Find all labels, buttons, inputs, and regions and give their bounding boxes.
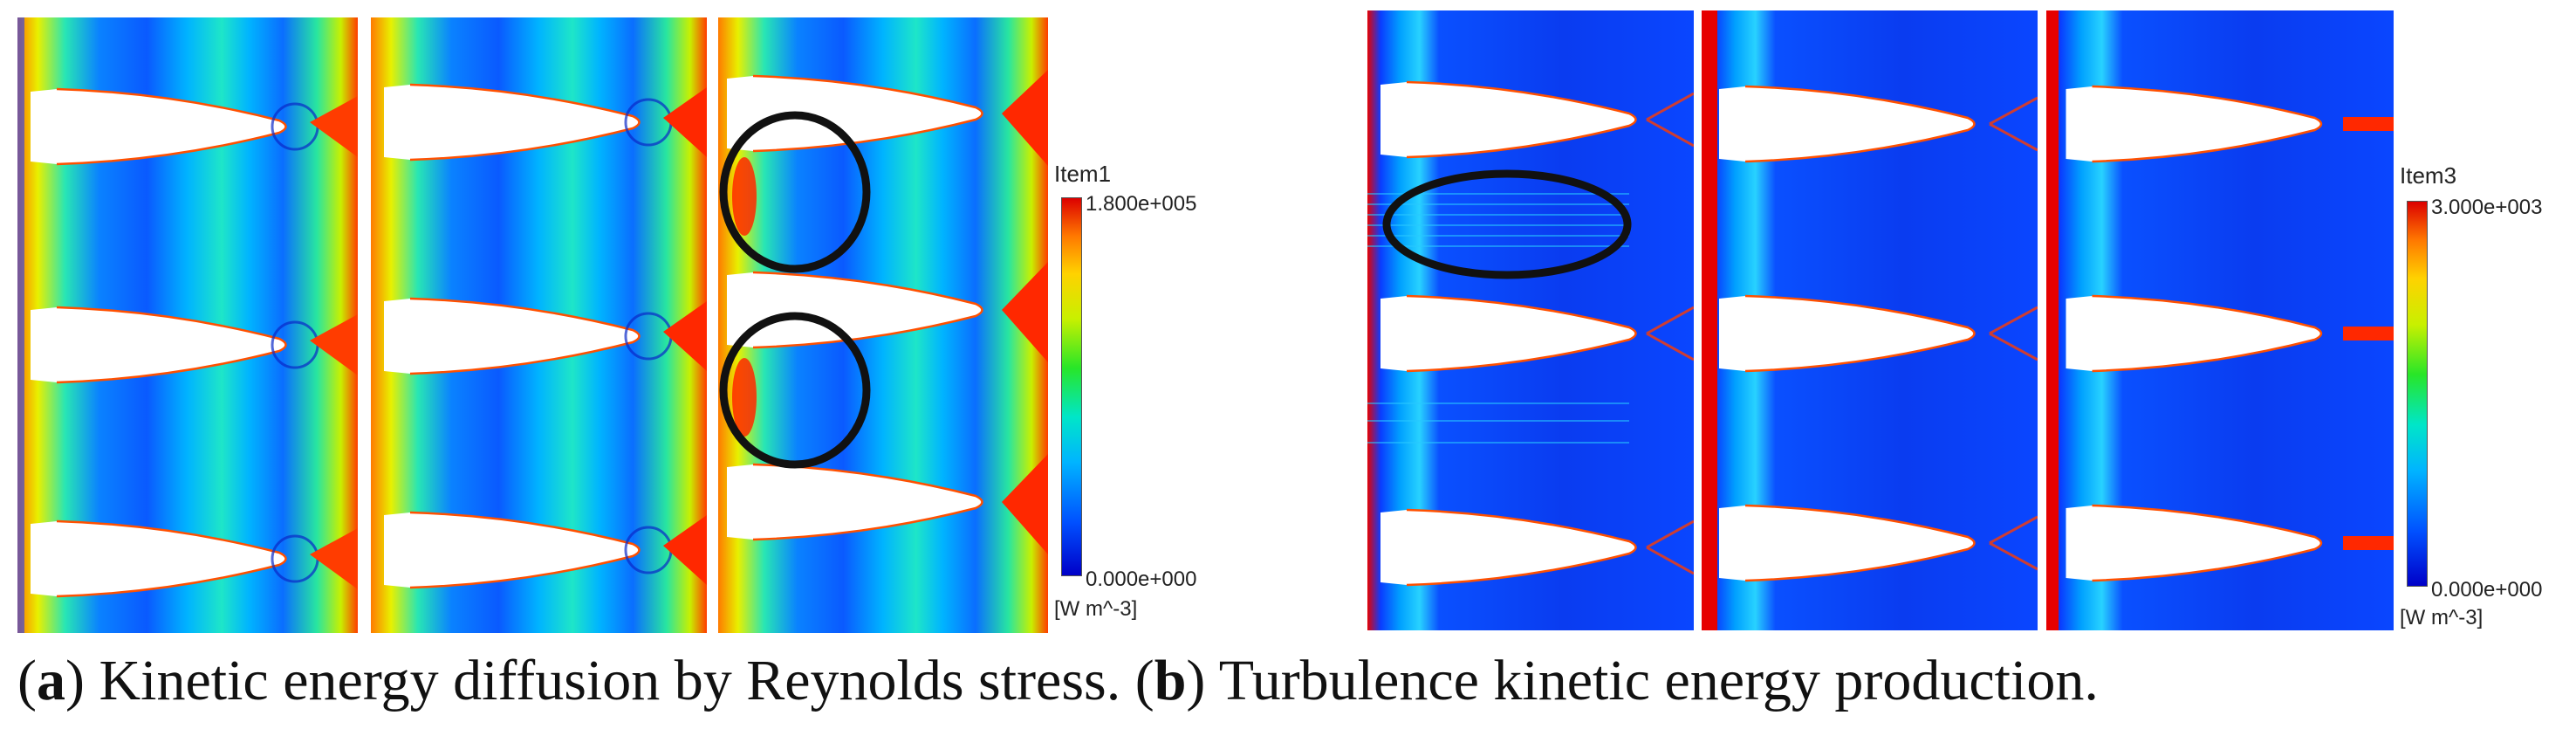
caption-b-letter: b [1154,649,1187,712]
legend-title: Item1 [1054,161,1112,187]
contour-panel-a1 [17,17,358,633]
figure-caption: (a) Kinetic energy diffusion by Reynolds… [17,648,2566,714]
colorbar [2407,201,2428,587]
caption-a-open: ( [17,649,37,712]
colorbar [1061,197,1082,576]
caption-a-text: ) Kinetic energy diffusion by Reynolds s… [65,649,1154,712]
legend-max-value: 1.800e+005 [1086,192,1197,216]
legend-min-value: 0.000e+000 [2431,578,2543,602]
contour-panel-a2 [371,17,707,633]
legend-min-value: 0.000e+000 [1086,567,1197,591]
legend-unit: [W m^-3] [1054,597,1138,621]
highlight-ellipse-3 [1382,169,1632,279]
contour-panel-a3 [718,17,1048,633]
highlight-ellipse-1 [719,111,871,273]
legend-unit: [W m^-3] [2400,606,2484,629]
caption-a-letter: a [36,649,65,712]
highlight-ellipse-2 [719,312,871,469]
contour-panel-b2 [1702,10,2038,630]
legend-title: Item3 [2400,162,2457,189]
legend-max-value: 3.000e+003 [2431,196,2543,219]
contour-panel-b1 [1367,10,1694,630]
highlight-ellipses [719,111,871,469]
caption-b-text: ) Turbulence kinetic energy production. [1186,649,2099,712]
contour-panel-b3 [2046,10,2394,630]
